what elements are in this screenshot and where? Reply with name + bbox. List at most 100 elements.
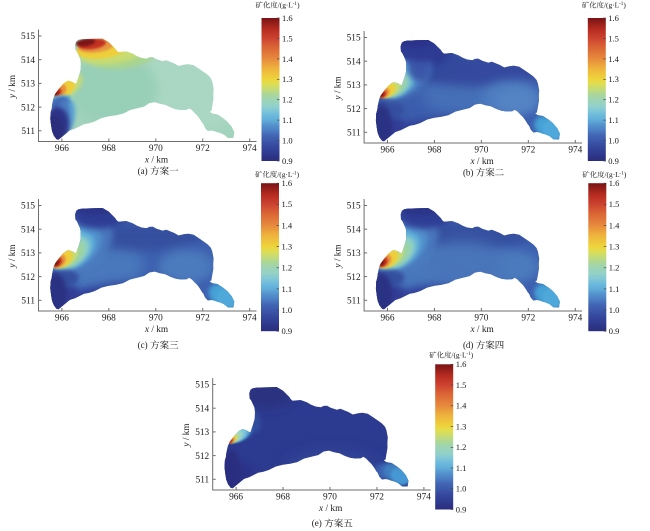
- svg-text:1.3: 1.3: [456, 421, 467, 431]
- svg-text:y / km: y / km: [334, 76, 344, 101]
- svg-text:1.6: 1.6: [282, 178, 293, 188]
- svg-text:(b): (b): [463, 167, 474, 177]
- svg-text:/(g·L: /(g·L: [278, 1, 294, 10]
- svg-text:/(g·L: /(g·L: [605, 170, 621, 179]
- svg-text:972: 972: [521, 314, 535, 324]
- svg-text:970: 970: [149, 314, 163, 324]
- svg-text:514: 514: [347, 57, 361, 67]
- svg-text:x / km: x / km: [144, 325, 169, 335]
- svg-text:y / km: y / km: [182, 423, 192, 448]
- svg-text:1.0: 1.0: [456, 484, 467, 494]
- svg-text:1.4: 1.4: [456, 401, 467, 411]
- svg-text:1.6: 1.6: [608, 13, 619, 23]
- svg-text:972: 972: [196, 144, 210, 154]
- svg-text:970: 970: [474, 146, 488, 156]
- svg-text:0.9: 0.9: [282, 326, 293, 336]
- svg-text:513: 513: [21, 80, 35, 90]
- svg-text:512: 512: [347, 105, 361, 115]
- svg-text:970: 970: [149, 144, 163, 154]
- svg-text:511: 511: [347, 129, 361, 139]
- svg-text:x / km: x / km: [144, 156, 169, 166]
- svg-text:974: 974: [568, 146, 582, 156]
- svg-text:513: 513: [195, 428, 209, 438]
- svg-text:512: 512: [195, 452, 209, 462]
- svg-text:966: 966: [381, 146, 395, 156]
- svg-text:512: 512: [21, 273, 35, 283]
- svg-text:970: 970: [323, 493, 337, 503]
- svg-text:1.5: 1.5: [456, 380, 467, 390]
- svg-text:-1: -1: [292, 171, 297, 177]
- svg-text:y / km: y / km: [8, 244, 18, 269]
- svg-text:): ): [623, 1, 626, 10]
- svg-text:1.5: 1.5: [608, 33, 619, 43]
- svg-text:x / km: x / km: [469, 325, 494, 335]
- svg-text:(d): (d): [463, 340, 474, 350]
- svg-text:974: 974: [417, 493, 431, 503]
- svg-text:514: 514: [195, 404, 209, 414]
- svg-text:1.3: 1.3: [609, 242, 620, 252]
- svg-text:-1: -1: [293, 1, 298, 7]
- svg-text:1.4: 1.4: [282, 220, 293, 230]
- svg-text:515: 515: [347, 34, 361, 44]
- svg-text:515: 515: [347, 202, 361, 212]
- svg-text:/(g·L: /(g·L: [451, 351, 467, 360]
- svg-text:513: 513: [21, 249, 35, 259]
- svg-text:968: 968: [276, 493, 290, 503]
- svg-text:1.2: 1.2: [282, 263, 293, 273]
- svg-text:1.4: 1.4: [608, 54, 619, 64]
- svg-text:1.1: 1.1: [282, 284, 293, 294]
- svg-text:1.2: 1.2: [456, 442, 467, 452]
- svg-text:511: 511: [196, 476, 210, 486]
- svg-text:1.5: 1.5: [282, 199, 293, 209]
- svg-text:966: 966: [229, 493, 243, 503]
- svg-text:-1: -1: [619, 1, 624, 7]
- svg-text:966: 966: [55, 144, 69, 154]
- svg-text:0.9: 0.9: [609, 326, 620, 336]
- svg-text:511: 511: [21, 127, 35, 137]
- svg-text:514: 514: [347, 225, 361, 235]
- svg-text:514: 514: [21, 225, 35, 235]
- svg-text:0.9: 0.9: [608, 156, 619, 166]
- svg-text:1.1: 1.1: [609, 284, 620, 294]
- svg-text:970: 970: [474, 314, 488, 324]
- svg-text:1.2: 1.2: [609, 263, 620, 273]
- svg-text:968: 968: [427, 146, 441, 156]
- svg-text:511: 511: [347, 297, 361, 307]
- svg-text:974: 974: [243, 144, 257, 154]
- svg-text:512: 512: [21, 103, 35, 113]
- svg-text:513: 513: [347, 81, 361, 91]
- svg-text:): ): [297, 1, 300, 10]
- svg-text:974: 974: [568, 314, 582, 324]
- svg-text:514: 514: [21, 56, 35, 66]
- svg-text:1.2: 1.2: [608, 95, 619, 105]
- svg-text:1.0: 1.0: [609, 305, 620, 315]
- svg-text:1.0: 1.0: [608, 136, 619, 146]
- svg-text:972: 972: [196, 314, 210, 324]
- svg-text:1.5: 1.5: [609, 199, 620, 209]
- svg-text:1.4: 1.4: [282, 54, 293, 64]
- svg-text:1.0: 1.0: [282, 136, 293, 146]
- svg-text:0.9: 0.9: [282, 156, 293, 166]
- svg-text:1.1: 1.1: [282, 115, 293, 125]
- svg-text:/(g·L: /(g·L: [277, 170, 293, 179]
- svg-text:1.2: 1.2: [282, 95, 293, 105]
- svg-text:): ): [624, 170, 627, 179]
- svg-text:(a): (a): [138, 166, 148, 176]
- svg-text:1.3: 1.3: [282, 74, 293, 84]
- svg-text:966: 966: [381, 314, 395, 324]
- svg-text:1.4: 1.4: [609, 220, 620, 230]
- svg-text:515: 515: [195, 381, 209, 391]
- svg-text:-1: -1: [466, 351, 471, 357]
- svg-text:0.9: 0.9: [456, 504, 467, 514]
- svg-text:1.5: 1.5: [282, 33, 293, 43]
- svg-text:972: 972: [370, 493, 384, 503]
- svg-text:): ): [297, 170, 300, 179]
- svg-text:515: 515: [21, 32, 35, 42]
- svg-text:1.6: 1.6: [282, 13, 293, 23]
- svg-text:1.3: 1.3: [608, 74, 619, 84]
- svg-text:1.6: 1.6: [456, 359, 467, 369]
- svg-text:968: 968: [102, 314, 116, 324]
- svg-text:515: 515: [21, 202, 35, 212]
- svg-text:972: 972: [521, 146, 535, 156]
- svg-text:x / km: x / km: [318, 504, 343, 514]
